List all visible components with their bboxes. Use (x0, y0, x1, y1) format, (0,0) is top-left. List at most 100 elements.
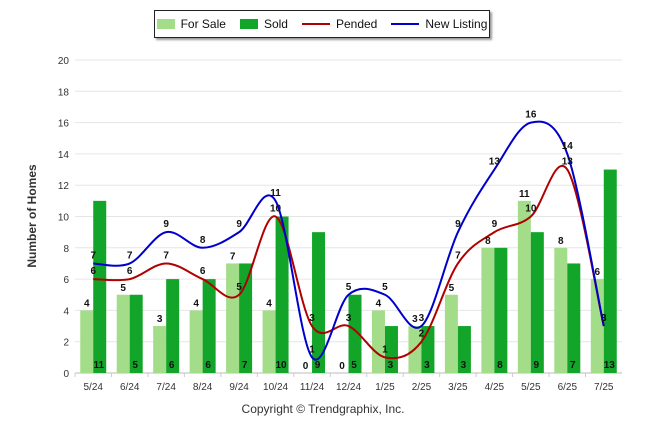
data-label-pended: 3 (309, 313, 315, 324)
bar-for-sale (262, 310, 276, 373)
data-label-sold: 3 (388, 360, 394, 371)
bar-sold (166, 279, 180, 373)
bar-for-sale (80, 310, 94, 373)
data-label-pended: 10 (270, 204, 282, 215)
bar-for-sale (481, 247, 495, 373)
data-label-pended: 6 (90, 266, 96, 277)
y-tick-label: 12 (58, 181, 70, 192)
y-tick-label: 4 (63, 306, 69, 317)
data-label-new-listing: 3 (419, 313, 425, 324)
data-label-pended: 9 (492, 219, 498, 230)
x-tick-label: 1/25 (375, 382, 395, 393)
data-label-new-listing: 7 (127, 250, 133, 261)
bar-sold (312, 232, 326, 373)
bar-sold (494, 247, 508, 373)
data-label-new-listing: 5 (346, 282, 352, 293)
bar-for-sale (189, 310, 203, 373)
data-label-for-sale: 11 (519, 189, 530, 200)
data-label-new-listing: 9 (455, 219, 461, 230)
y-tick-label: 10 (58, 213, 70, 224)
bar-sold (603, 169, 617, 373)
bar-for-sale (116, 294, 130, 373)
x-tick-label: 5/24 (83, 382, 103, 393)
bar-for-sale (590, 279, 604, 373)
bar-sold (93, 200, 107, 373)
x-tick-label: 3/25 (448, 382, 468, 393)
data-label-sold: 5 (351, 360, 357, 371)
x-tick-label: 5/25 (521, 382, 541, 393)
data-label-sold: 9 (534, 360, 540, 371)
bar-sold (348, 294, 362, 373)
bar-for-sale (371, 310, 385, 373)
legend-swatch (239, 19, 258, 29)
data-label-sold: 6 (169, 360, 175, 371)
legend-item: New Listing (391, 17, 487, 31)
bar-sold (129, 294, 143, 373)
x-tick-label: 6/24 (120, 382, 140, 393)
legend-swatch (156, 19, 175, 29)
data-label-pended: 7 (163, 250, 169, 261)
data-label-for-sale: 6 (594, 267, 600, 278)
data-label-new-listing: 13 (489, 157, 501, 168)
data-label-for-sale: 4 (193, 298, 199, 309)
x-tick-label: 7/24 (156, 382, 176, 393)
data-label-pended: 6 (200, 266, 206, 277)
data-label-sold: 6 (205, 360, 211, 371)
data-label-pended: 2 (419, 329, 425, 340)
data-label-new-listing: 3 (601, 313, 607, 324)
legend-label: Sold (263, 17, 288, 31)
bar-for-sale (444, 294, 458, 373)
data-label-new-listing: 14 (562, 141, 574, 152)
data-label-for-sale: 8 (485, 236, 491, 247)
legend-label: New Listing (425, 17, 488, 31)
legend-swatch (391, 23, 420, 25)
data-label-sold: 3 (461, 360, 467, 371)
legend-item: For Sale (156, 17, 226, 31)
data-label-pended: 10 (525, 204, 537, 215)
bar-sold (457, 326, 471, 373)
data-label-sold: 7 (570, 360, 576, 371)
chart-legend: For Sale Sold Pended New Listing (154, 10, 490, 38)
bar-sold (567, 263, 581, 373)
x-tick-label: 11/24 (300, 382, 325, 393)
x-tick-label: 4/25 (485, 382, 505, 393)
data-label-for-sale: 4 (84, 298, 90, 309)
data-label-new-listing: 16 (525, 110, 537, 121)
bar-for-sale (517, 200, 531, 373)
data-label-sold: 5 (132, 360, 138, 371)
y-tick-label: 0 (63, 369, 69, 380)
data-label-for-sale: 3 (412, 314, 418, 325)
data-label-pended: 1 (382, 344, 388, 355)
y-axis-label: Number of Homes (25, 164, 39, 268)
x-tick-label: 6/25 (558, 382, 578, 393)
x-tick-label: 10/24 (263, 382, 288, 393)
y-tick-label: 6 (63, 275, 69, 286)
copyright-footer: Copyright © Trendgraphix, Inc. (241, 402, 405, 416)
data-label-sold: 10 (276, 360, 288, 371)
data-label-for-sale: 8 (558, 236, 564, 247)
data-label-sold: 13 (604, 360, 616, 371)
y-tick-label: 8 (63, 244, 69, 255)
data-label-for-sale: 5 (120, 283, 126, 294)
bar-sold (530, 232, 544, 373)
data-label-for-sale: 3 (157, 314, 163, 325)
data-label-pended: 13 (562, 157, 574, 168)
y-tick-label: 16 (58, 119, 70, 130)
data-label-new-listing: 8 (200, 235, 206, 246)
data-label-for-sale: 5 (449, 283, 455, 294)
x-tick-label: 8/24 (193, 382, 213, 393)
x-tick-label: 7/25 (594, 382, 614, 393)
data-label-sold: 7 (242, 360, 248, 371)
data-label-new-listing: 5 (382, 282, 388, 293)
data-label-pended: 7 (455, 250, 461, 261)
legend-swatch (301, 23, 330, 25)
data-label-for-sale: 4 (376, 298, 382, 309)
data-label-pended: 5 (236, 282, 242, 293)
bar-for-sale (226, 263, 240, 373)
x-tick-label: 2/25 (412, 382, 432, 393)
line-pended (93, 165, 605, 360)
bar-sold (384, 326, 398, 373)
bar-for-sale (554, 247, 568, 373)
legend-label: For Sale (180, 17, 226, 31)
